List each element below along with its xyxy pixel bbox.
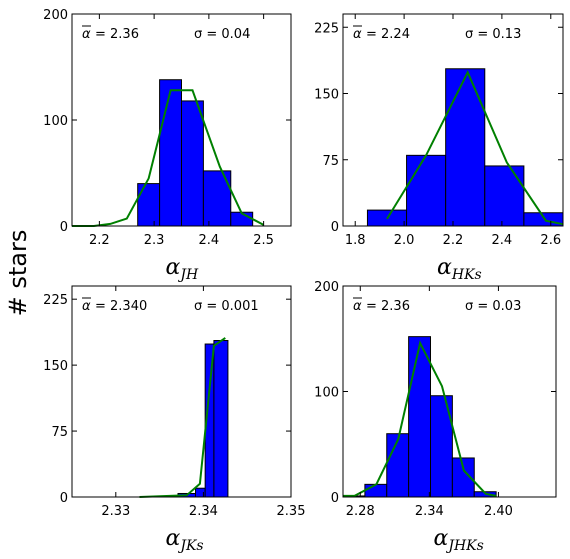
histogram-bar — [137, 183, 161, 227]
x-axis-label: αJKs — [166, 526, 204, 554]
x-tick-label: 2.40 — [484, 504, 513, 519]
y-axis-label: # stars — [4, 230, 32, 317]
x-axis-label-subscript: JHKs — [445, 538, 483, 554]
y-tick-label: 225 — [314, 21, 339, 36]
mean-label: = 2.36 — [366, 299, 410, 314]
x-tick-label: 2.4 — [199, 233, 220, 248]
mean-label: = 2.340 — [95, 299, 147, 314]
x-tick-label: 2.35 — [277, 504, 306, 519]
y-tick-label: 0 — [60, 491, 68, 506]
histogram-bar — [364, 483, 388, 498]
x-tick-label: 2.34 — [189, 504, 218, 519]
y-tick-label: 0 — [331, 491, 339, 506]
sigma-label: σ = 0.03 — [465, 299, 521, 314]
x-tick-label: 2.33 — [101, 504, 130, 519]
histogram-bar — [181, 100, 204, 227]
x-tick-label: 2.5 — [253, 233, 274, 248]
x-tick-label: 2.2 — [443, 233, 464, 248]
mean-symbol: α — [82, 27, 91, 42]
x-tick-label: 1.8 — [345, 233, 366, 248]
x-axis-label-symbol: α — [166, 526, 181, 551]
x-tick-label: 2.6 — [540, 233, 561, 248]
y-tick-label: 200 — [43, 8, 68, 23]
x-tick-label: 2.0 — [394, 233, 415, 248]
y-tick-label: 75 — [51, 425, 68, 440]
mean-symbol: α — [353, 299, 362, 314]
y-tick-label: 150 — [43, 359, 68, 374]
y-tick-label: 0 — [60, 220, 68, 235]
x-tick-label: 2.3 — [144, 233, 165, 248]
mean-symbol: α — [82, 299, 91, 314]
histogram-bar — [386, 433, 410, 498]
plot-frame — [71, 285, 292, 498]
panel-hks: 1.8 2.0 2.2 2.4 2.6 0 75 150 225 α = 2.24 σ = 0.13 α… — [314, 13, 564, 283]
histogram-bar — [408, 336, 432, 498]
x-axis-label-symbol: α — [166, 255, 181, 280]
x-axis-label-subscript: JH — [177, 267, 199, 283]
fit-line — [343, 340, 497, 497]
x-tick-label: 2.34 — [415, 504, 444, 519]
sigma-label: σ = 0.13 — [465, 27, 521, 42]
fit-line — [72, 89, 265, 227]
y-tick-label: 0 — [331, 220, 339, 235]
y-tick-label: 225 — [43, 293, 68, 308]
x-tick-label: 2.2 — [89, 233, 110, 248]
x-tick-label: 2.4 — [492, 233, 513, 248]
x-axis-label-symbol: α — [437, 255, 452, 280]
x-axis-label-subscript: HKs — [451, 267, 482, 283]
y-tick-label: 100 — [314, 386, 339, 401]
x-axis-label: αJHKs — [434, 526, 484, 554]
histogram-bar — [445, 68, 486, 227]
y-tick-label: 200 — [314, 280, 339, 295]
mean-symbol: α — [353, 27, 362, 42]
y-tick-label: 75 — [322, 154, 339, 169]
x-axis-label: αJH — [166, 255, 199, 283]
y-tick-label: 100 — [43, 114, 68, 129]
histogram-bar — [159, 79, 183, 227]
histogram-bar — [406, 154, 447, 227]
y-tick-label: 150 — [314, 88, 339, 103]
sigma-label: σ = 0.04 — [194, 27, 250, 42]
sigma-label: σ = 0.001 — [194, 299, 259, 314]
x-axis-label: αHKs — [437, 255, 482, 283]
histogram-bar — [213, 340, 229, 498]
x-axis-label-symbol: α — [434, 526, 449, 551]
fit-line — [386, 69, 564, 226]
mean-label: = 2.24 — [366, 27, 410, 42]
histogram-bar — [484, 165, 525, 227]
mean-label: = 2.36 — [95, 27, 139, 42]
x-tick-label: 2.28 — [346, 504, 375, 519]
fit-line — [139, 337, 226, 498]
x-axis-label-subscript: JKs — [177, 538, 203, 554]
